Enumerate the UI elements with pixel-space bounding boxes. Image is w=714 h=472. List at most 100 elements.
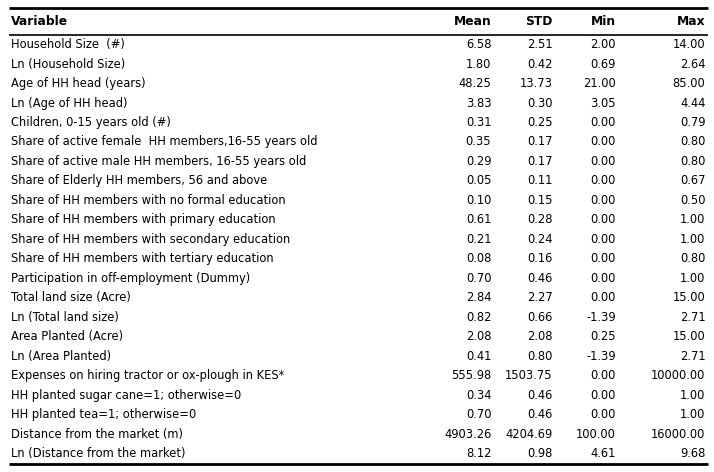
Text: Share of Elderly HH members, 56 and above: Share of Elderly HH members, 56 and abov… [11, 175, 268, 187]
Text: 0.17: 0.17 [528, 155, 553, 168]
Text: 100.00: 100.00 [576, 428, 616, 441]
Text: 2.27: 2.27 [527, 291, 553, 304]
Text: 6.58: 6.58 [466, 38, 491, 51]
Text: 1.00: 1.00 [680, 389, 705, 402]
Text: 0.70: 0.70 [466, 272, 491, 285]
Text: 0.00: 0.00 [590, 369, 616, 382]
Text: 0.24: 0.24 [528, 233, 553, 246]
Text: Ln (Total land size): Ln (Total land size) [11, 311, 119, 324]
Text: 2.71: 2.71 [680, 350, 705, 363]
Text: 0.10: 0.10 [466, 194, 491, 207]
Text: 0.79: 0.79 [680, 116, 705, 129]
Text: 0.98: 0.98 [528, 447, 553, 460]
Text: 2.08: 2.08 [466, 330, 491, 343]
Text: 0.80: 0.80 [680, 155, 705, 168]
Text: Ln (Area Planted): Ln (Area Planted) [11, 350, 111, 363]
Text: 555.98: 555.98 [451, 369, 491, 382]
Text: 15.00: 15.00 [673, 291, 705, 304]
Text: Age of HH head (years): Age of HH head (years) [11, 77, 146, 90]
Text: -1.39: -1.39 [586, 350, 616, 363]
Text: Min: Min [590, 15, 616, 28]
Text: 21.00: 21.00 [583, 77, 616, 90]
Text: 0.46: 0.46 [528, 408, 553, 421]
Text: 0.31: 0.31 [466, 116, 491, 129]
Text: 9.68: 9.68 [680, 447, 705, 460]
Text: Children, 0-15 years old (#): Children, 0-15 years old (#) [11, 116, 171, 129]
Text: Share of active female  HH members,16-55 years old: Share of active female HH members,16-55 … [11, 135, 318, 149]
Text: 0.29: 0.29 [466, 155, 491, 168]
Text: 13.73: 13.73 [520, 77, 553, 90]
Text: Mean: Mean [453, 15, 491, 28]
Text: 0.46: 0.46 [528, 272, 553, 285]
Text: 1.80: 1.80 [466, 58, 491, 70]
Text: 0.69: 0.69 [590, 58, 616, 70]
Text: -1.39: -1.39 [586, 311, 616, 324]
Text: 2.71: 2.71 [680, 311, 705, 324]
Text: 2.08: 2.08 [528, 330, 553, 343]
Text: 2.84: 2.84 [466, 291, 491, 304]
Text: 0.35: 0.35 [466, 135, 491, 149]
Text: Household Size  (#): Household Size (#) [11, 38, 125, 51]
Text: 0.66: 0.66 [528, 311, 553, 324]
Text: 3.05: 3.05 [590, 96, 616, 110]
Text: 0.34: 0.34 [466, 389, 491, 402]
Text: 4903.26: 4903.26 [444, 428, 491, 441]
Text: 0.82: 0.82 [466, 311, 491, 324]
Text: 0.16: 0.16 [528, 253, 553, 265]
Text: 0.30: 0.30 [528, 96, 553, 110]
Text: 4.44: 4.44 [680, 96, 705, 110]
Text: 1.00: 1.00 [680, 272, 705, 285]
Text: 0.11: 0.11 [528, 175, 553, 187]
Text: 0.00: 0.00 [590, 194, 616, 207]
Text: 0.28: 0.28 [528, 213, 553, 227]
Text: 0.80: 0.80 [680, 135, 705, 149]
Text: Distance from the market (m): Distance from the market (m) [11, 428, 183, 441]
Text: 8.12: 8.12 [466, 447, 491, 460]
Text: 1.00: 1.00 [680, 408, 705, 421]
Text: 4204.69: 4204.69 [506, 428, 553, 441]
Text: 14.00: 14.00 [673, 38, 705, 51]
Text: 0.00: 0.00 [590, 253, 616, 265]
Text: HH planted sugar cane=1; otherwise=0: HH planted sugar cane=1; otherwise=0 [11, 389, 241, 402]
Text: 0.25: 0.25 [527, 116, 553, 129]
Text: 0.00: 0.00 [590, 135, 616, 149]
Text: Ln (Household Size): Ln (Household Size) [11, 58, 126, 70]
Text: Variable: Variable [11, 15, 69, 28]
Text: 0.42: 0.42 [528, 58, 553, 70]
Text: 0.00: 0.00 [590, 389, 616, 402]
Text: 0.41: 0.41 [466, 350, 491, 363]
Text: 1.00: 1.00 [680, 213, 705, 227]
Text: Ln (Distance from the market): Ln (Distance from the market) [11, 447, 186, 460]
Text: 0.70: 0.70 [466, 408, 491, 421]
Text: 4.61: 4.61 [590, 447, 616, 460]
Text: 0.25: 0.25 [590, 330, 616, 343]
Text: Participation in off-employment (Dummy): Participation in off-employment (Dummy) [11, 272, 251, 285]
Text: 3.83: 3.83 [466, 96, 491, 110]
Text: 0.00: 0.00 [590, 272, 616, 285]
Text: 0.00: 0.00 [590, 291, 616, 304]
Text: 2.64: 2.64 [680, 58, 705, 70]
Text: Total land size (Acre): Total land size (Acre) [11, 291, 131, 304]
Text: Expenses on hiring tractor or ox-plough in KES*: Expenses on hiring tractor or ox-plough … [11, 369, 285, 382]
Text: 0.67: 0.67 [680, 175, 705, 187]
Text: 16000.00: 16000.00 [651, 428, 705, 441]
Text: STD: STD [526, 15, 553, 28]
Text: 0.08: 0.08 [466, 253, 491, 265]
Text: Share of HH members with no formal education: Share of HH members with no formal educa… [11, 194, 286, 207]
Text: 2.51: 2.51 [527, 38, 553, 51]
Text: 0.17: 0.17 [528, 135, 553, 149]
Text: Max: Max [677, 15, 705, 28]
Text: Share of HH members with primary education: Share of HH members with primary educati… [11, 213, 276, 227]
Text: 48.25: 48.25 [458, 77, 491, 90]
Text: 0.61: 0.61 [466, 213, 491, 227]
Text: 2.00: 2.00 [590, 38, 616, 51]
Text: 0.80: 0.80 [680, 253, 705, 265]
Text: 1503.75: 1503.75 [506, 369, 553, 382]
Text: 1.00: 1.00 [680, 233, 705, 246]
Text: 0.15: 0.15 [528, 194, 553, 207]
Text: Share of active male HH members, 16-55 years old: Share of active male HH members, 16-55 y… [11, 155, 307, 168]
Text: 0.80: 0.80 [528, 350, 553, 363]
Text: 0.21: 0.21 [466, 233, 491, 246]
Text: 0.00: 0.00 [590, 155, 616, 168]
Text: 10000.00: 10000.00 [651, 369, 705, 382]
